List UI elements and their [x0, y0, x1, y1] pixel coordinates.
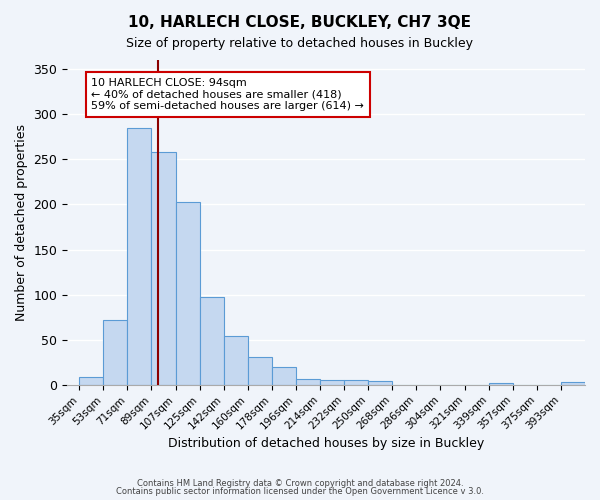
Text: 10, HARLECH CLOSE, BUCKLEY, CH7 3QE: 10, HARLECH CLOSE, BUCKLEY, CH7 3QE: [128, 15, 472, 30]
X-axis label: Distribution of detached houses by size in Buckley: Distribution of detached houses by size …: [168, 437, 484, 450]
Y-axis label: Number of detached properties: Number of detached properties: [15, 124, 28, 321]
Bar: [127, 128, 151, 385]
Bar: [272, 367, 296, 385]
Bar: [344, 380, 368, 385]
Bar: [176, 202, 200, 385]
Text: Contains public sector information licensed under the Open Government Licence v : Contains public sector information licen…: [116, 487, 484, 496]
Bar: [368, 382, 392, 385]
Bar: [296, 378, 320, 385]
Bar: [224, 336, 248, 385]
Bar: [248, 357, 272, 385]
Bar: [103, 320, 127, 385]
Bar: [488, 383, 513, 385]
Text: 10 HARLECH CLOSE: 94sqm
← 40% of detached houses are smaller (418)
59% of semi-d: 10 HARLECH CLOSE: 94sqm ← 40% of detache…: [91, 78, 364, 111]
Bar: [151, 152, 176, 385]
Bar: [561, 382, 585, 385]
Bar: [320, 380, 344, 385]
Text: Contains HM Land Registry data © Crown copyright and database right 2024.: Contains HM Land Registry data © Crown c…: [137, 478, 463, 488]
Bar: [200, 298, 224, 385]
Bar: [79, 376, 103, 385]
Text: Size of property relative to detached houses in Buckley: Size of property relative to detached ho…: [127, 38, 473, 51]
